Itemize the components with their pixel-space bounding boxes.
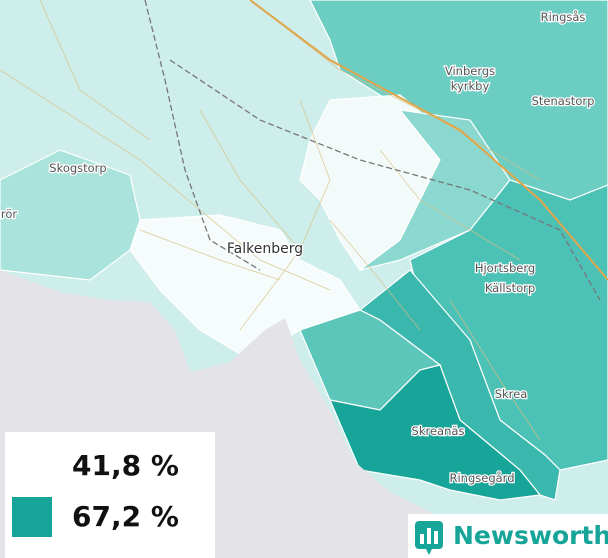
- legend-swatch: [12, 497, 52, 537]
- legend-swatch: [12, 447, 52, 487]
- place-label: Skogstorp: [49, 161, 106, 175]
- region: [0, 149, 141, 281]
- railway: [144, 0, 601, 301]
- place-label: Skrea: [495, 387, 528, 401]
- place-label: Ringsegård: [449, 471, 514, 485]
- place-label: kyrkby: [451, 79, 490, 93]
- place-label: Skreanäs: [412, 424, 465, 438]
- place-label: Vinbergs: [445, 64, 495, 78]
- legend-label: 67,2 %: [72, 500, 179, 533]
- highway: [249, 0, 608, 281]
- region: [359, 109, 511, 271]
- region: [328, 364, 542, 501]
- place-label: Falkenberg: [227, 241, 303, 257]
- brand: Newsworthy: [453, 521, 608, 550]
- place-label: Ringsås: [541, 10, 586, 24]
- roads: [0, 0, 541, 441]
- legend-label: 41,8 %: [72, 449, 179, 482]
- place-label: Stenastorp: [532, 94, 595, 108]
- place-label: Källstorp: [485, 281, 535, 295]
- place-label: rör: [1, 207, 18, 221]
- place-label: Hjortsberg: [475, 261, 535, 275]
- brand-icon: [415, 521, 443, 555]
